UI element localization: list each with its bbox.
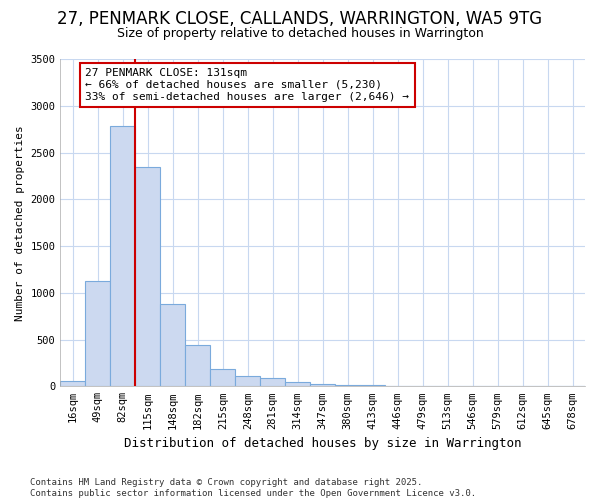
Bar xyxy=(61,381,85,386)
Text: Size of property relative to detached houses in Warrington: Size of property relative to detached ho… xyxy=(116,28,484,40)
Bar xyxy=(360,385,385,386)
Bar xyxy=(110,126,136,386)
Bar xyxy=(235,376,260,386)
Text: 27 PENMARK CLOSE: 131sqm
← 66% of detached houses are smaller (5,230)
33% of sem: 27 PENMARK CLOSE: 131sqm ← 66% of detach… xyxy=(85,68,409,102)
X-axis label: Distribution of detached houses by size in Warrington: Distribution of detached houses by size … xyxy=(124,437,521,450)
Bar xyxy=(85,280,110,386)
Bar xyxy=(260,378,285,386)
Bar xyxy=(160,304,185,386)
Bar xyxy=(335,384,360,386)
Y-axis label: Number of detached properties: Number of detached properties xyxy=(15,125,25,320)
Bar xyxy=(185,345,210,387)
Bar xyxy=(310,384,335,386)
Text: Contains HM Land Registry data © Crown copyright and database right 2025.
Contai: Contains HM Land Registry data © Crown c… xyxy=(30,478,476,498)
Text: 27, PENMARK CLOSE, CALLANDS, WARRINGTON, WA5 9TG: 27, PENMARK CLOSE, CALLANDS, WARRINGTON,… xyxy=(58,10,542,28)
Bar xyxy=(210,369,235,386)
Bar xyxy=(285,382,310,386)
Bar xyxy=(136,166,160,386)
